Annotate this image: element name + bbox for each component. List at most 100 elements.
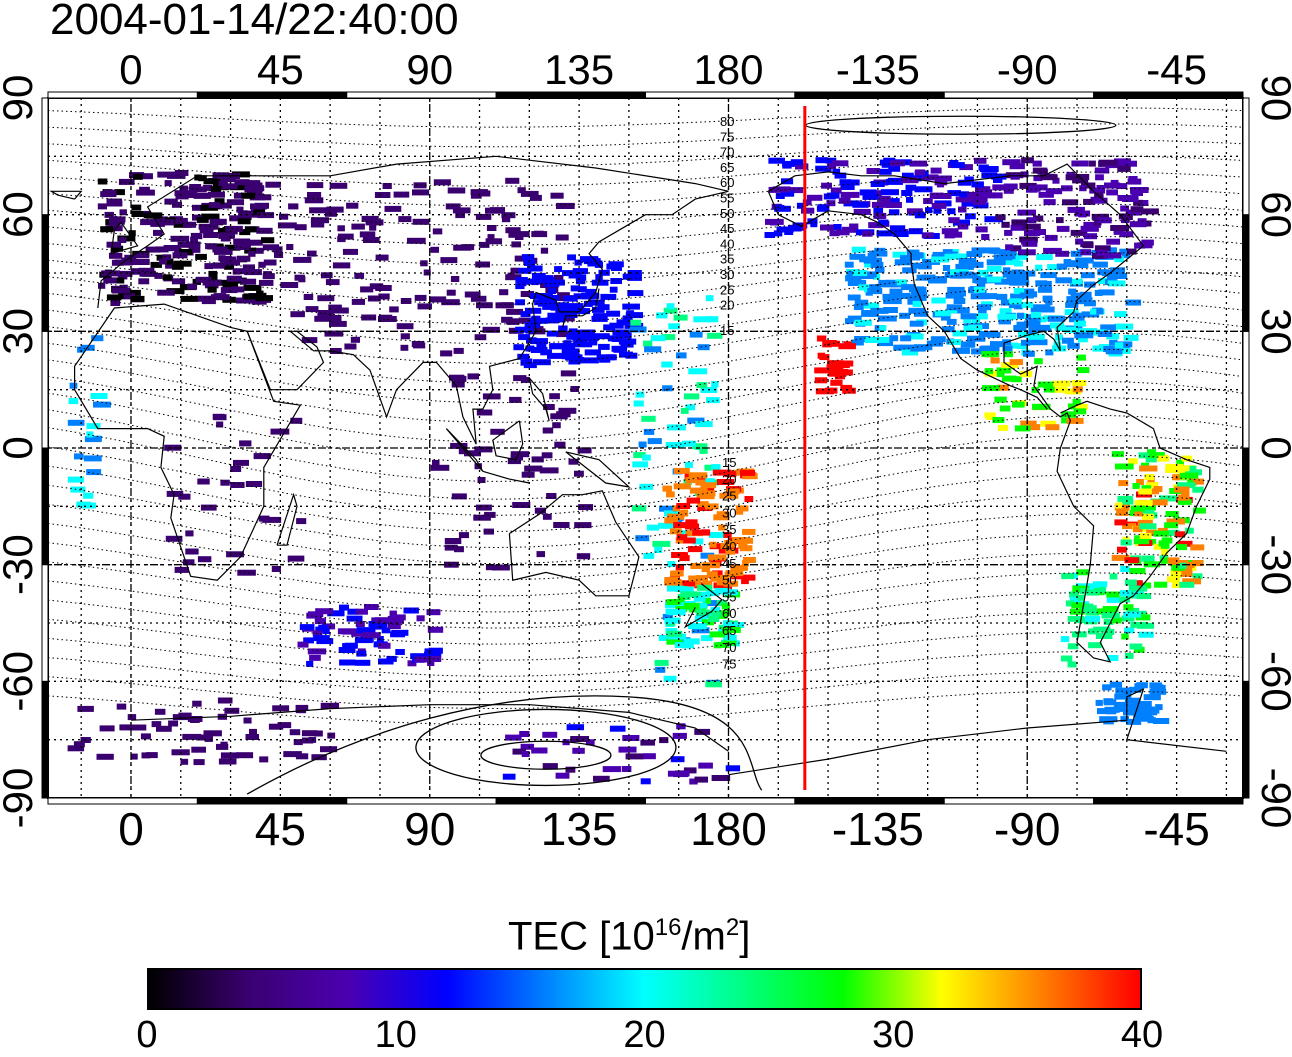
tec-observation <box>202 225 210 232</box>
tec-observation <box>643 428 655 435</box>
tec-observation <box>1016 324 1027 331</box>
tec-observation <box>1129 568 1146 574</box>
tec-observation <box>697 344 710 351</box>
tec-observation <box>980 345 1000 352</box>
tec-observation <box>130 753 138 760</box>
tec-observation <box>127 714 137 721</box>
tec-observation <box>117 270 133 277</box>
tec-observation <box>973 286 986 293</box>
tec-observation <box>693 316 712 323</box>
tec-observation <box>123 293 136 300</box>
tec-observation <box>416 615 425 622</box>
tec-observation <box>428 656 442 662</box>
tec-observation <box>329 320 347 327</box>
tec-observation <box>253 208 266 215</box>
tec-observation <box>570 386 580 392</box>
tec-observation <box>178 712 192 719</box>
tec-observation <box>259 756 269 763</box>
tec-observation <box>574 470 584 477</box>
tec-observation <box>1056 225 1070 232</box>
tec-observation <box>583 258 601 265</box>
tec-observation <box>522 278 542 285</box>
tec-observation <box>814 377 828 384</box>
tec-observation <box>476 302 493 309</box>
tec-observation <box>270 428 290 435</box>
tec-observation <box>563 340 572 347</box>
tec-observation <box>1124 579 1137 586</box>
tec-observation <box>919 174 939 181</box>
tec-observation <box>103 277 120 284</box>
tec-observation <box>568 458 579 465</box>
contour-label: 35 <box>722 522 736 537</box>
tec-observation <box>591 315 608 322</box>
tec-observation <box>914 212 926 219</box>
tec-observation <box>169 217 188 224</box>
tec-observation <box>953 231 963 238</box>
tec-observation <box>365 219 384 226</box>
tec-observation <box>1019 182 1037 189</box>
tec-observation <box>959 191 969 198</box>
tec-observation <box>685 404 696 411</box>
contour-label: 80 <box>720 114 734 129</box>
tec-observation <box>515 231 530 238</box>
tec-observation <box>1109 339 1118 346</box>
tec-observation <box>909 320 924 327</box>
tec-observation <box>1061 411 1077 418</box>
tec-observation <box>68 398 79 405</box>
tec-observation <box>716 579 726 586</box>
tec-observation <box>1001 221 1010 228</box>
tec-observation <box>881 161 896 168</box>
tec-observation <box>854 299 869 306</box>
contour-label: 60 <box>720 175 734 190</box>
tec-observation <box>906 196 914 203</box>
tec-observation <box>738 542 748 549</box>
tec-observation <box>1114 519 1128 526</box>
tec-observation <box>1047 264 1062 271</box>
tec-observation <box>718 524 726 531</box>
tec-observation <box>1070 229 1088 236</box>
tec-observation <box>527 265 543 272</box>
tec-observation <box>1179 472 1199 479</box>
tec-observation <box>351 630 365 637</box>
tec-observation <box>1096 608 1115 615</box>
tec-observation <box>350 336 361 343</box>
tec-observation <box>412 218 430 225</box>
tec-observation <box>688 368 708 375</box>
tec-observation <box>98 282 106 289</box>
tec-observation <box>850 179 860 186</box>
tec-observation <box>975 226 988 233</box>
tec-observation <box>949 160 959 166</box>
tec-observation <box>782 162 792 169</box>
tec-observation <box>930 167 942 174</box>
tec-observation <box>946 318 957 325</box>
tec-observation <box>166 258 174 265</box>
tec-observation <box>655 666 666 673</box>
tec-observation <box>1163 529 1180 536</box>
tec-observation <box>69 382 78 389</box>
tec-observation <box>344 343 357 350</box>
tec-observation <box>551 295 560 301</box>
tec-observation <box>1107 655 1119 661</box>
tec-observation <box>531 272 546 279</box>
tec-observation <box>742 528 756 535</box>
tec-observation <box>870 307 889 314</box>
tec-observation <box>162 274 173 281</box>
tec-observation <box>234 244 251 250</box>
colorbar <box>147 968 1142 1010</box>
tec-observation <box>1084 300 1096 307</box>
tec-observation <box>1073 320 1086 327</box>
tec-observation <box>191 233 203 240</box>
tec-observation <box>1060 636 1070 643</box>
tec-observation <box>298 276 306 283</box>
tec-observation <box>1033 215 1044 222</box>
tec-observation <box>600 293 617 300</box>
tec-observation <box>906 208 923 215</box>
tec-observation <box>454 546 464 553</box>
tec-observation <box>1176 544 1188 551</box>
contour-label: 50 <box>720 206 734 221</box>
tec-observation <box>108 216 118 223</box>
tec-observation <box>183 221 197 228</box>
tec-observation <box>824 340 840 347</box>
tec-observation <box>86 431 94 438</box>
tec-observation <box>676 503 691 509</box>
